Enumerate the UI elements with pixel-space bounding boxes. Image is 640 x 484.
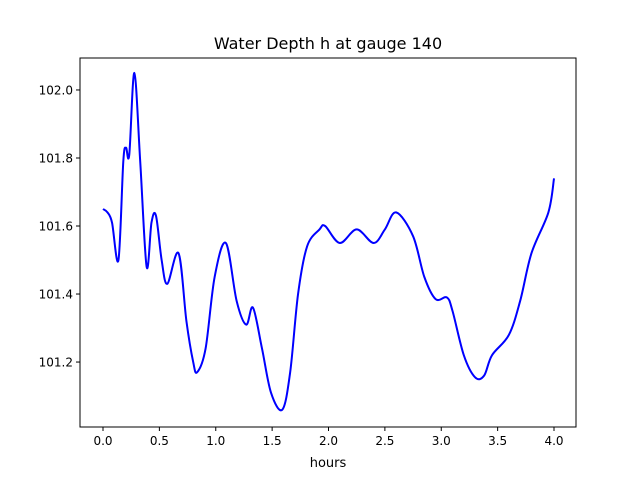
x-axis-label: hours (310, 456, 347, 471)
plot-frame (79, 57, 577, 428)
series-line-h (102, 71, 556, 412)
x-tick-label: 1.5 (263, 434, 282, 448)
y-tick-label: 101.2 (39, 356, 73, 370)
x-tick-label: 3.0 (432, 434, 451, 448)
x-tick-label: 4.0 (544, 434, 563, 448)
chart-title: Water Depth h at gauge 140 (214, 34, 442, 53)
x-tick-label: 2.5 (375, 434, 394, 448)
x-tick-label: 3.5 (488, 434, 507, 448)
x-tick-label: 0.0 (93, 434, 112, 448)
y-tick-label: 101.6 (39, 220, 73, 234)
y-tick-label: 101.8 (39, 151, 73, 165)
x-tick-label: 0.5 (150, 434, 169, 448)
y-tick-label: 101.4 (39, 288, 73, 302)
x-tick-label: 2.0 (319, 434, 338, 448)
x-tick-label: 1.0 (206, 434, 225, 448)
y-tick-label: 102.0 (39, 83, 73, 97)
